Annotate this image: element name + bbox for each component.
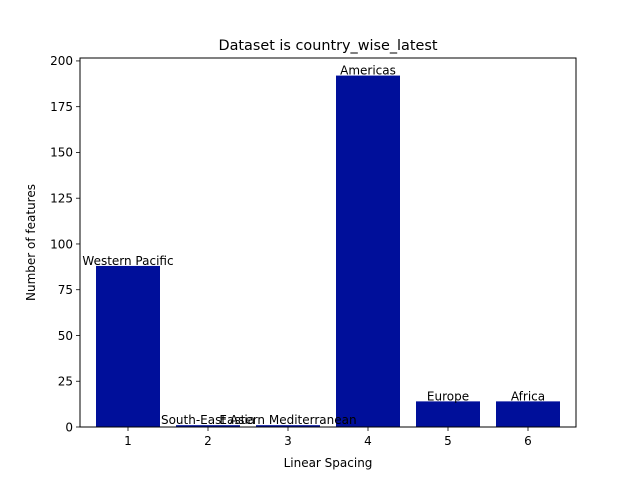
bar <box>176 425 240 427</box>
bar <box>416 401 480 427</box>
bar-label: Eastern Mediterranean <box>219 413 356 427</box>
bar-label: Americas <box>340 64 396 78</box>
y-tick-label: 25 <box>58 375 73 389</box>
y-tick-label: 50 <box>58 329 73 343</box>
plot-frame <box>79 57 577 428</box>
y-tick-label: 0 <box>65 420 73 434</box>
bar-label: South-East Asia <box>161 413 255 427</box>
x-tick-label: 1 <box>124 434 132 448</box>
x-tick-label: 6 <box>524 434 532 448</box>
x-tick-label: 4 <box>364 434 372 448</box>
x-tick-label: 3 <box>284 434 292 448</box>
x-axis: 1 2 3 4 5 6 <box>124 427 532 448</box>
bars-group <box>96 75 560 428</box>
y-tick-label: 100 <box>50 237 73 251</box>
y-tick-label: 175 <box>50 100 73 114</box>
bar-label: Africa <box>511 389 545 403</box>
y-axis-label: Number of features <box>24 184 38 301</box>
bar-label: Europe <box>427 389 469 403</box>
y-tick-label: 125 <box>50 192 73 206</box>
bar <box>336 75 400 428</box>
y-tick-label: 150 <box>50 146 73 160</box>
bar <box>96 265 160 427</box>
x-tick-label: 2 <box>204 434 212 448</box>
bar <box>256 425 320 427</box>
bar-label: Western Pacific <box>82 254 173 268</box>
y-axis: 0 25 50 75 100 125 150 175 200 <box>50 54 80 434</box>
chart-title: Dataset is country_wise_latest <box>219 38 438 54</box>
y-tick-label: 75 <box>58 283 73 297</box>
bar <box>496 401 560 427</box>
x-axis-label: Linear Spacing <box>284 456 373 470</box>
y-tick-label: 200 <box>50 54 73 68</box>
x-tick-label: 5 <box>444 434 452 448</box>
